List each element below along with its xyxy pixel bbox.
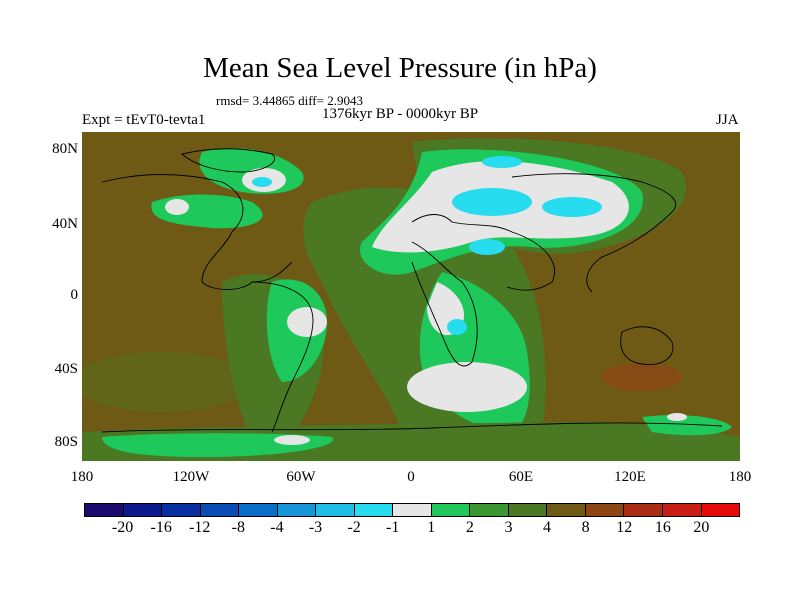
lat-label-80s: 80S [54,434,78,450]
colorbar-label: -16 [150,519,172,536]
colorbar-swatch-13 [585,504,625,516]
colorbar-label: -20 [111,519,134,536]
lon-label-180e: 180 [728,469,752,485]
colorbar-swatch-1 [123,504,163,516]
colorbar-swatch-7 [354,504,394,516]
colorbar-label: 4 [543,519,552,536]
colorbar-swatch-0 [85,504,124,516]
colorbar-label: 8 [581,519,590,536]
colorbar-label: -2 [347,519,361,536]
colorbar-label: -3 [308,519,323,536]
lat-label-40n: 40N [52,216,78,232]
colorbar-swatch-2 [162,504,201,516]
lon-label-0: 0 [407,469,415,485]
colorbar-swatch-3 [200,504,240,516]
colorbar-swatch-15 [662,504,702,516]
colorbar-swatch-12 [547,504,586,516]
colorbar-label: 16 [654,519,671,536]
colorbar-swatch-5 [277,504,317,516]
colorbar-label: -4 [270,519,284,536]
lat-label-80n: 80N [52,141,78,157]
colorbar-label: 20 [693,519,710,536]
pressure-map [82,132,740,461]
lat-label-40s: 40S [54,361,78,377]
colorbar-swatch-16 [701,504,740,516]
colorbar-swatch-4 [239,504,278,516]
colorbar-label: 3 [504,519,513,536]
experiment-label: Expt = tEvT0-tevta1 [82,112,206,128]
colorbar-label: 12 [616,519,633,536]
colorbar-swatch-6 [316,504,355,516]
map-title: Mean Sea Level Pressure (in hPa) [203,52,597,84]
lon-label-180w: 180 [70,469,94,485]
lat-label-0: 0 [70,287,79,303]
period-label: 1376kyr BP - 0000kyr BP [322,106,479,122]
colorbar-label: -12 [189,519,211,536]
colorbar-label: -1 [386,519,400,536]
colorbar-swatch-10 [470,504,509,516]
season-label: JJA [716,112,739,128]
stats-label: rmsd= 3.44865 diff= 2.9043 [216,93,363,108]
colorbar-label: 2 [465,519,474,536]
lon-label-120w: 120W [172,469,210,485]
colorbar-swatch-11 [508,504,548,516]
lon-label-120e: 120E [614,469,646,485]
colorbar-swatch-9 [431,504,471,516]
colorbar-label: -8 [231,519,245,536]
colorbar-label: 1 [427,519,436,536]
lon-label-60e: 60E [508,469,534,485]
colorbar-swatch-8 [393,504,432,516]
colorbar [84,503,740,517]
colorbar-swatch-14 [624,504,663,516]
lon-label-60w: 60W [286,469,316,485]
